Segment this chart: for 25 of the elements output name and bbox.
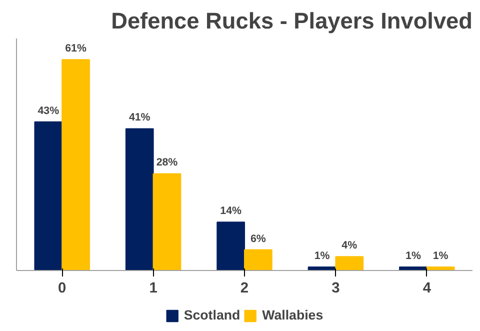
- bar: [125, 128, 154, 270]
- legend-label: Wallabies: [262, 308, 324, 322]
- bar: [335, 256, 364, 270]
- data-label: 1%: [406, 250, 422, 262]
- data-label: 28%: [156, 156, 178, 169]
- data-label: 4%: [342, 240, 358, 252]
- bar: [216, 222, 245, 270]
- legend-label: Scotland: [184, 308, 240, 322]
- data-label: 1%: [314, 250, 330, 262]
- x-tick-label: 3: [332, 280, 340, 296]
- x-tick-label: 2: [240, 280, 249, 296]
- data-label: 1%: [432, 250, 449, 262]
- bar: [62, 59, 90, 270]
- bar: [152, 173, 182, 270]
- data-label: 43%: [38, 104, 60, 117]
- data-label: 14%: [220, 205, 242, 218]
- data-label: 6%: [250, 232, 266, 245]
- bar: [244, 249, 272, 270]
- chart-title: Defence Rucks - Players Involved: [111, 8, 472, 34]
- x-tick-label: 1: [149, 280, 158, 296]
- x-tick-label: 0: [58, 280, 66, 296]
- x-tick-label: 4: [422, 280, 432, 296]
- data-label: 41%: [128, 112, 151, 124]
- bar: [34, 121, 63, 270]
- data-label: 61%: [65, 42, 87, 55]
